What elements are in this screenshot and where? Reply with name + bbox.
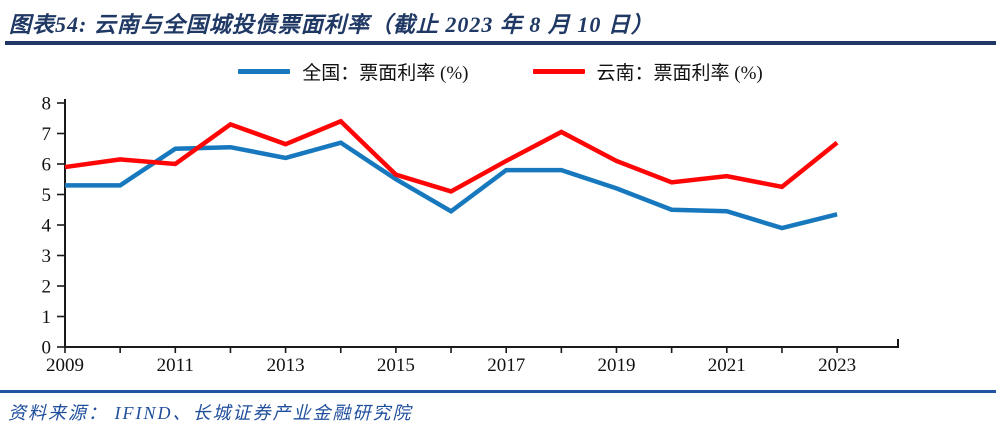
x-tick-label: 2009	[46, 355, 84, 376]
national-line-swatch	[238, 69, 291, 74]
yunnan-rate-line	[64, 118, 839, 194]
footer-divider	[0, 390, 996, 393]
x-tick-label: 2017	[487, 355, 525, 376]
data-source-note: 资料来源： IFIND、长城证券产业金融研究院	[8, 403, 413, 423]
x-tick-label: 2011	[157, 355, 194, 376]
y-tick-label: 0	[42, 338, 52, 359]
y-tick-label: 7	[42, 124, 52, 145]
x-tick-label: 2013	[267, 355, 305, 376]
figure-title: 图表54: 云南与全国城投债票面利率（截止 2023 年 8 月 10 日）	[9, 12, 654, 37]
y-tick-label: 1	[42, 307, 52, 328]
national-rate-line	[65, 140, 838, 231]
yunnan-line-swatch	[532, 69, 585, 74]
x-tick-label: 2021	[708, 355, 746, 376]
y-tick-label: 4	[42, 216, 52, 237]
x-tick-label: 2023	[818, 355, 856, 376]
legend-label-national: 全国：票面利率 (%)	[302, 63, 469, 84]
legend-label-yunnan: 云南：票面利率 (%)	[596, 63, 763, 84]
x-tick-label: 2019	[598, 355, 636, 376]
y-tick-label: 8	[42, 94, 52, 115]
y-tick-label: 3	[42, 246, 52, 267]
legend-item-national: 全国：票面利率 (%)	[238, 58, 469, 85]
legend-item-yunnan: 云南：票面利率 (%)	[532, 58, 763, 85]
title-divider	[5, 41, 996, 45]
y-tick-label: 6	[42, 155, 52, 176]
x-tick-label: 2015	[377, 355, 415, 376]
y-tick-label: 5	[42, 185, 52, 206]
y-tick-label: 2	[42, 277, 52, 298]
chart-legend: 全国：票面利率 (%) 云南：票面利率 (%)	[0, 58, 1001, 85]
